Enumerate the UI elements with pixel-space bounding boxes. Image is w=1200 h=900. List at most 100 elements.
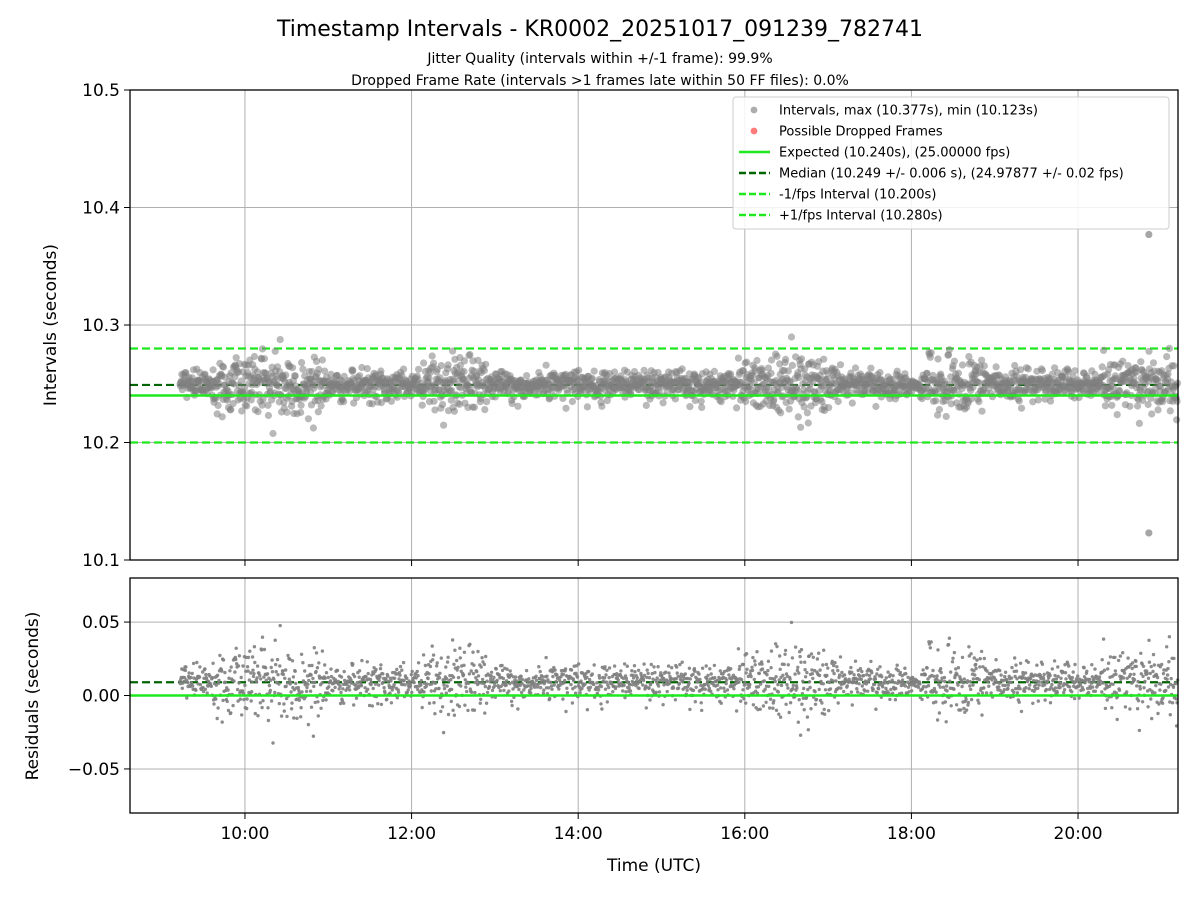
residual-point — [290, 701, 294, 705]
residual-point — [1075, 679, 1080, 683]
residual-point — [587, 677, 592, 682]
residual-point — [452, 662, 456, 666]
residual-point — [842, 681, 846, 685]
residual-point — [743, 681, 747, 685]
x-tick-label: 20:00 — [1054, 824, 1103, 844]
residual-point — [262, 647, 267, 652]
residual-point — [227, 676, 231, 680]
residual-point — [384, 676, 388, 681]
residual-point — [874, 707, 878, 711]
residual-point — [1082, 666, 1086, 670]
interval-point — [932, 397, 940, 405]
residual-point — [962, 677, 966, 681]
residual-point — [458, 646, 462, 650]
residual-point — [876, 687, 881, 691]
residual-point — [369, 680, 374, 684]
residual-point — [604, 673, 608, 677]
residual-point — [285, 714, 289, 719]
residual-point — [1121, 651, 1125, 655]
interval-point — [851, 364, 860, 372]
residual-point — [821, 663, 825, 667]
residual-point — [563, 667, 568, 671]
residual-point — [287, 677, 291, 681]
legend-label: +1/fps Interval (10.280s) — [779, 209, 943, 224]
residual-point — [857, 674, 862, 678]
residual-point — [926, 684, 931, 688]
residual-point — [1040, 662, 1045, 666]
residual-point — [459, 684, 463, 688]
residual-point — [284, 696, 289, 701]
residual-point — [1010, 665, 1014, 670]
residual-point — [519, 674, 523, 679]
residual-point — [894, 686, 898, 691]
residual-point — [1049, 685, 1053, 689]
residual-point — [1081, 679, 1085, 683]
residual-point — [1157, 702, 1161, 706]
residual-point — [1143, 679, 1147, 684]
residual-point — [656, 665, 660, 669]
residual-point — [455, 658, 459, 663]
residual-point — [805, 670, 809, 675]
residual-point — [517, 687, 521, 692]
interval-point — [466, 350, 474, 359]
residual-point — [439, 709, 443, 714]
residual-point — [778, 654, 782, 658]
residual-point — [641, 678, 646, 683]
residual-point — [744, 652, 749, 656]
residual-point — [831, 669, 835, 673]
residual-point — [341, 687, 345, 691]
residual-point — [423, 663, 428, 668]
residual-point — [969, 697, 974, 702]
residual-point — [1017, 700, 1021, 704]
residual-point — [923, 672, 927, 677]
interval-point — [480, 367, 488, 375]
residual-point — [950, 660, 955, 664]
residual-point — [1092, 679, 1096, 684]
intervals-y-tick-label: 10.2 — [82, 434, 120, 454]
residual-point — [675, 665, 679, 669]
residual-point — [622, 683, 626, 688]
residual-point — [722, 669, 727, 674]
residual-point — [729, 667, 733, 671]
residual-point — [748, 682, 752, 687]
residual-point — [548, 696, 552, 701]
residual-point — [269, 678, 273, 682]
residual-point — [619, 669, 623, 673]
residual-point — [747, 685, 751, 689]
interval-point — [992, 363, 1000, 371]
residual-point — [678, 662, 682, 667]
residual-point — [221, 658, 226, 662]
residual-point — [406, 688, 410, 692]
interval-point — [935, 405, 944, 414]
residual-point — [1071, 670, 1075, 674]
residual-point — [845, 684, 849, 688]
residual-point — [439, 656, 443, 660]
residual-point — [807, 680, 812, 684]
interval-point — [312, 357, 321, 365]
residual-point — [267, 683, 272, 688]
residual-point — [889, 687, 893, 692]
residual-point — [994, 658, 998, 662]
residual-point — [573, 685, 577, 689]
residual-point — [389, 679, 393, 683]
residuals-y-tick-label: 0.05 — [82, 613, 120, 633]
interval-point — [298, 359, 306, 367]
residual-point — [450, 687, 454, 692]
residual-point — [732, 687, 736, 691]
residual-point — [450, 638, 455, 642]
interval-point — [797, 423, 805, 431]
residual-point — [520, 677, 525, 682]
residual-point — [883, 678, 887, 683]
residual-point — [371, 686, 375, 691]
residual-point — [435, 661, 439, 665]
residual-point — [1050, 682, 1054, 687]
residual-point — [1103, 706, 1108, 711]
residual-point — [858, 667, 863, 671]
interval-point — [269, 429, 277, 438]
residual-point — [865, 673, 869, 677]
residual-point — [191, 684, 195, 688]
residual-point — [597, 676, 602, 680]
residual-point — [1052, 659, 1057, 663]
residual-point — [533, 685, 537, 689]
residual-point — [1061, 670, 1065, 674]
